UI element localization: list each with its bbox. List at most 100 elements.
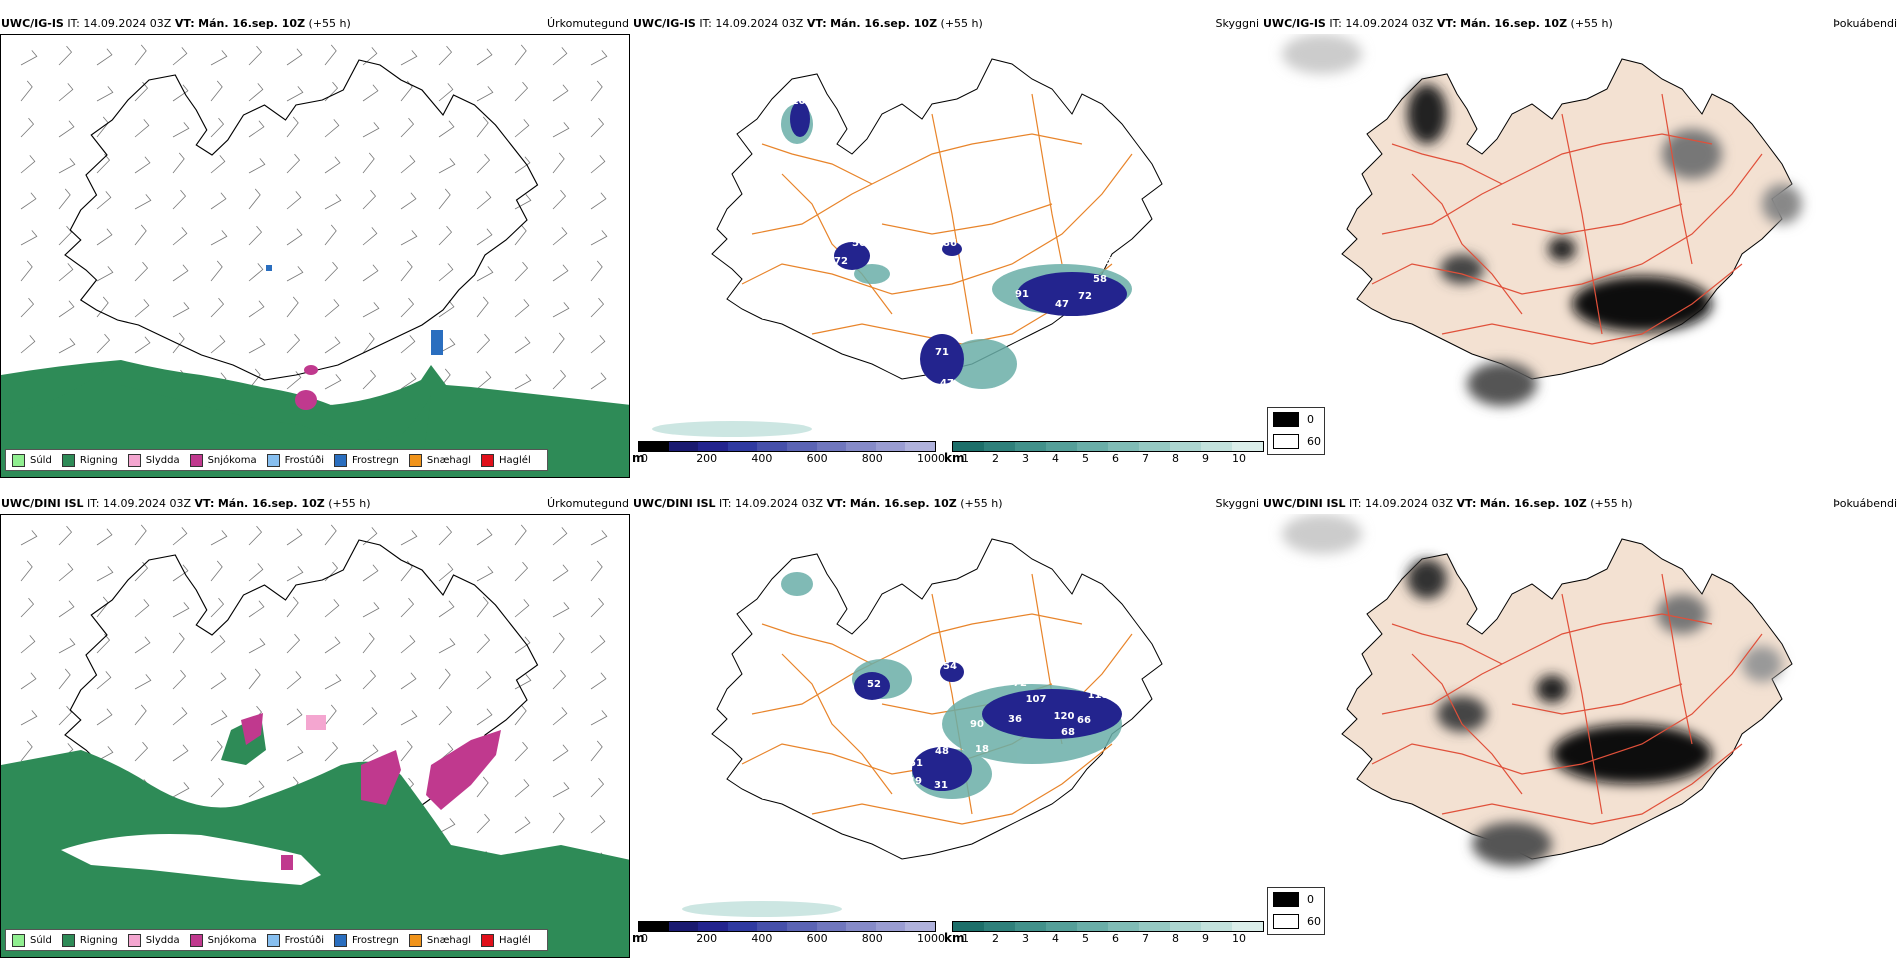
wind-barb <box>552 632 565 654</box>
precip-map-canvas <box>1 524 629 957</box>
wind-barb <box>286 566 304 582</box>
wind-barb <box>20 230 38 246</box>
scale-tick: 7 <box>1142 932 1149 945</box>
dewpoint-legend-item: 60 <box>1268 430 1324 452</box>
legend-swatch <box>127 933 141 947</box>
model-name: UWC/DINI ISL <box>1 497 84 510</box>
scale-tick: 400 <box>751 452 773 465</box>
legend-swatch <box>1273 913 1299 929</box>
wind-barb <box>590 710 608 726</box>
wind-barb <box>552 189 567 210</box>
wind-barb <box>210 672 227 690</box>
wind-barb <box>96 746 114 762</box>
wind-barb <box>20 635 36 654</box>
wind-barb <box>172 332 185 354</box>
legend-swatch <box>334 453 347 467</box>
wind-barb <box>476 596 489 618</box>
wind-barb <box>438 818 456 834</box>
scale-tick: 600 <box>806 932 828 945</box>
wind-barb <box>134 224 147 246</box>
scale-bin <box>668 442 699 451</box>
ceiling-scale: m 0 200 400 600 800 1000 <box>632 437 945 467</box>
wind-barb <box>552 332 565 354</box>
wind-barb <box>172 632 185 654</box>
wind-barb <box>362 527 378 546</box>
dewpoint-legend-item: 0 <box>1268 408 1324 430</box>
scale-tick: 5 <box>1082 452 1089 465</box>
wind-barb <box>134 194 152 210</box>
wind-barb <box>362 152 375 174</box>
wind-barb <box>134 119 150 138</box>
precip-legend-item: Snæhagl <box>408 453 471 467</box>
scale-tick: 2 <box>992 932 999 945</box>
legend-label: Frostregn <box>352 934 399 946</box>
low-spread-areas <box>1282 514 1782 866</box>
wind-barb <box>324 374 342 390</box>
wind-barb <box>248 158 266 174</box>
wind-barb <box>286 528 303 546</box>
legend-label: Frostúði <box>284 454 324 466</box>
wind-barb <box>514 816 531 834</box>
road <box>1561 593 1603 815</box>
wind-barb <box>134 741 149 762</box>
wind-barb <box>248 638 266 654</box>
wind-barb <box>210 740 223 762</box>
wind-barb <box>58 45 73 66</box>
wind-barb <box>438 158 456 174</box>
wind-barb <box>58 600 75 618</box>
wind-barb <box>20 530 38 546</box>
ceiling-value-label: 123 <box>1111 668 1132 679</box>
scale-bin <box>757 922 787 931</box>
wind-barb <box>58 338 76 354</box>
wind-barb <box>172 189 187 210</box>
wind-barb <box>400 335 416 354</box>
wind-barb <box>20 560 33 582</box>
wind-barb <box>324 156 341 174</box>
wind-barb <box>362 632 375 654</box>
sleet-area <box>306 715 326 730</box>
wind-barb <box>172 227 188 246</box>
rain-area <box>1 750 629 957</box>
precip-map-canvas <box>1 44 629 477</box>
road <box>1411 653 1523 795</box>
precip-legend-item: Slydda <box>127 933 180 947</box>
wind-barb <box>400 635 416 654</box>
scale-tick: 600 <box>806 452 828 465</box>
legend-label: Snjókoma <box>207 934 257 946</box>
scale-tick: 8 <box>1172 452 1179 465</box>
wind-barb <box>438 225 453 246</box>
wind-barb <box>438 45 453 66</box>
precip-legend-item: Rigning <box>61 453 118 467</box>
wind-barb <box>476 266 494 282</box>
dewpoint-legend: 0 60 <box>1267 887 1325 935</box>
ceiling-value-label: 54 <box>943 661 957 672</box>
wind-barb <box>400 117 415 138</box>
panel-title: Úrkomutegund <box>547 497 629 510</box>
scale-bin <box>639 922 669 931</box>
wind-barb <box>58 263 74 282</box>
wind-barb <box>286 746 304 762</box>
panel-header: UWC/DINI ISL IT: 14.09.2024 03Z VT: Mán.… <box>1 497 629 510</box>
wind-barb <box>362 602 380 618</box>
wind-barb <box>172 782 190 798</box>
wind-barb <box>400 740 413 762</box>
wind-barb <box>476 671 492 690</box>
wind-barb <box>324 741 339 762</box>
wind-barb <box>400 597 415 618</box>
dewpoint-map-canvas <box>1282 514 1793 866</box>
wind-barb <box>362 264 379 282</box>
wind-barb <box>210 155 226 174</box>
road <box>1511 203 1683 235</box>
precip-legend-item: Haglél <box>481 453 531 467</box>
precip-legend-item: Slydda <box>127 453 180 467</box>
visibility-scale: km 1 2 3 4 5 6 7 8 9 10 <box>944 437 1264 467</box>
wind-barb <box>172 527 188 546</box>
ceiling-value-label: 72 <box>1013 678 1027 689</box>
scale-tick: 3 <box>1022 932 1029 945</box>
road <box>1441 263 1743 345</box>
freezing-rain-area-2 <box>266 265 272 271</box>
ceiling-value-label: 58 <box>1105 256 1119 267</box>
snow-area-3 <box>241 713 263 745</box>
wind-barb <box>20 117 35 138</box>
